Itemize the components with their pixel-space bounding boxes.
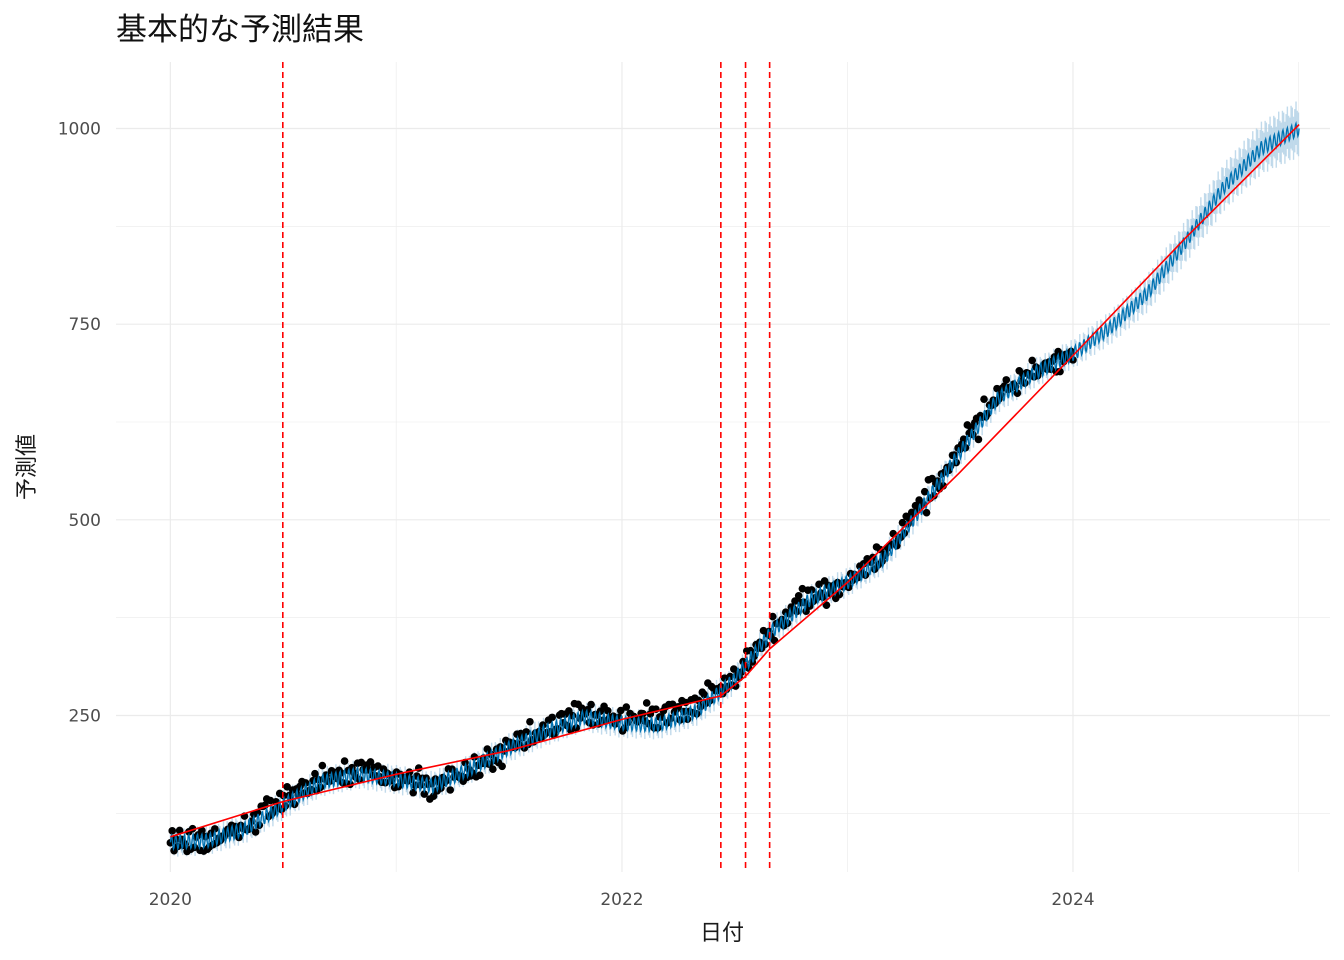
x-axis-ticks: 2020 2022 2024 xyxy=(149,890,1095,910)
observed-point xyxy=(974,435,983,444)
observed-point xyxy=(539,721,547,729)
grid-lines xyxy=(116,62,1330,872)
observed-point xyxy=(318,761,327,770)
forecast-path xyxy=(169,120,1300,852)
observed-point xyxy=(526,717,534,726)
observed-point xyxy=(746,646,755,655)
observed-point xyxy=(476,771,484,779)
x-tick-label: 2020 xyxy=(149,890,192,910)
observed-point xyxy=(340,757,349,765)
trend-path xyxy=(170,124,1300,838)
y-tick-label: 1000 xyxy=(58,120,101,140)
observed-point xyxy=(603,706,612,715)
observed-point xyxy=(448,765,456,774)
changepoint-lines xyxy=(282,62,771,872)
y-tick-label: 250 xyxy=(69,706,101,726)
observed-point xyxy=(807,586,816,594)
observed-point xyxy=(726,672,734,681)
observed-point xyxy=(642,699,651,707)
observed-point xyxy=(409,788,417,797)
observed-point xyxy=(959,435,968,443)
observed-point xyxy=(794,591,803,600)
observed-point xyxy=(1002,376,1011,384)
observed-point xyxy=(446,786,455,794)
x-tick-label: 2022 xyxy=(600,890,643,910)
observed-point xyxy=(420,790,429,798)
observed-point xyxy=(198,826,206,835)
y-axis-ticks: 250 500 750 1000 xyxy=(58,120,101,727)
observed-point xyxy=(374,762,382,770)
observed-point xyxy=(815,580,823,589)
observed-point xyxy=(1056,367,1064,376)
observed-point xyxy=(730,665,738,673)
uncertainty-band xyxy=(169,101,1300,857)
observed-point xyxy=(489,765,497,774)
observed-point xyxy=(211,825,219,833)
x-tick-label: 2024 xyxy=(1051,890,1094,910)
observed-point xyxy=(900,529,909,537)
observed-point xyxy=(920,487,929,496)
observed-point xyxy=(522,728,531,736)
observed-point xyxy=(922,508,931,517)
observed-point xyxy=(1054,347,1062,356)
observed-point xyxy=(175,826,184,835)
forecast-line xyxy=(169,120,1300,852)
observed-point xyxy=(822,601,831,609)
observed-point xyxy=(587,700,595,709)
x-axis-title: 日付 xyxy=(700,921,744,946)
observed-point xyxy=(311,769,319,778)
observed-point xyxy=(498,762,506,771)
observed-point xyxy=(692,710,701,718)
observed-point xyxy=(616,706,625,715)
observed-point xyxy=(548,713,556,722)
trend-line xyxy=(170,124,1300,838)
y-tick-label: 750 xyxy=(69,315,101,335)
observed-point xyxy=(1028,356,1037,365)
observed-point xyxy=(622,703,631,711)
observed-point xyxy=(366,758,375,766)
observed-point xyxy=(283,783,291,791)
y-axis-title: 予測値 xyxy=(15,434,40,500)
observed-point xyxy=(168,827,177,835)
observed-point xyxy=(1013,389,1022,397)
y-tick-label: 500 xyxy=(69,511,101,531)
observed-point xyxy=(980,395,988,403)
observed-point xyxy=(483,745,492,753)
observed-point xyxy=(572,724,581,732)
observed-point xyxy=(768,612,777,621)
observed-point xyxy=(700,690,708,699)
observed-point xyxy=(993,384,1001,393)
chart-title: 基本的な予測結果 xyxy=(116,12,364,48)
observed-point xyxy=(429,792,438,800)
observed-point xyxy=(251,828,260,836)
